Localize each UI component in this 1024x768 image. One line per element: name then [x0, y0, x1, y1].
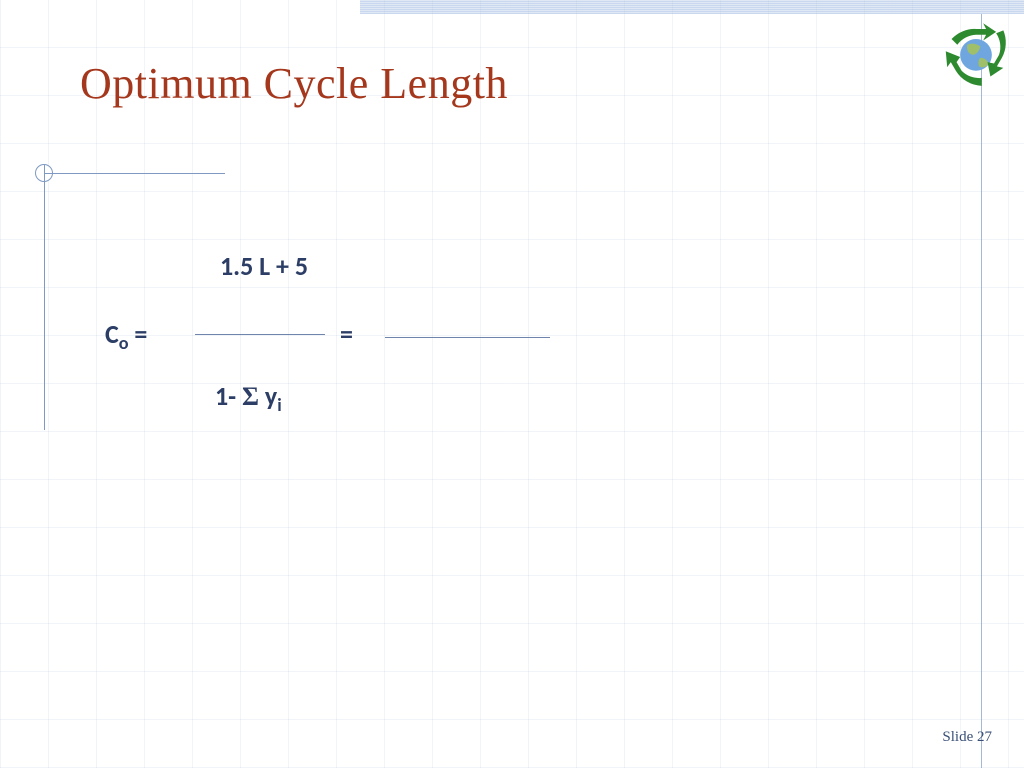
slide-number: Slide 27 — [942, 729, 992, 746]
lhs-equals: = — [129, 318, 148, 350]
slide-title: Optimum Cycle Length — [80, 58, 508, 109]
top-accent-bar — [360, 0, 1024, 14]
title-underline-decoration — [35, 165, 225, 183]
lhs-subscript: o — [119, 332, 129, 354]
sigma-icon: Σ — [242, 382, 259, 411]
right-margin-line — [981, 14, 982, 768]
recycle-earth-logo — [940, 16, 1012, 88]
formula-lhs: Co = — [105, 318, 147, 354]
second-equals: = — [340, 318, 353, 350]
formula-numerator: 1.5 L + 5 — [220, 250, 308, 282]
underline-line — [44, 173, 225, 174]
left-vertical-guide — [44, 165, 45, 430]
formula-denominator: 1- Σ yi — [215, 380, 282, 416]
fraction-line-1 — [195, 334, 325, 335]
denom-subscript: i — [277, 394, 281, 416]
denom-variable: y — [259, 380, 277, 412]
lhs-symbol: C — [105, 318, 119, 350]
denom-prefix: 1- — [215, 380, 242, 412]
globe-ocean — [960, 39, 992, 71]
fraction-line-2 — [385, 337, 550, 338]
